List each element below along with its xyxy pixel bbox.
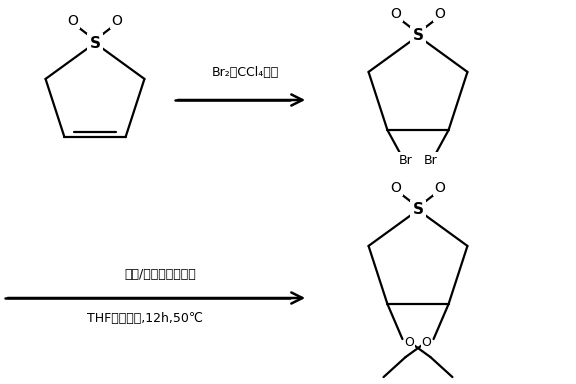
Text: O: O [434,181,445,195]
Text: O: O [391,7,401,21]
Text: S: S [412,28,423,43]
Text: S: S [89,35,100,51]
Text: 乙醇/乙醇鑰（现制）: 乙醇/乙醇鑰（现制） [124,268,196,281]
Text: Br: Br [424,154,437,167]
Text: Br₂的CCl₄溶液: Br₂的CCl₄溶液 [211,66,279,78]
Text: THF溶剂回流,12h,50℃: THF溶剂回流,12h,50℃ [87,311,203,324]
Text: O: O [67,14,78,28]
Text: O: O [112,14,123,28]
Text: S: S [412,202,423,217]
Text: O: O [434,7,445,21]
Text: O: O [391,181,401,195]
Text: Br: Br [399,154,412,167]
Text: O: O [404,336,414,349]
Text: O: O [422,336,431,349]
